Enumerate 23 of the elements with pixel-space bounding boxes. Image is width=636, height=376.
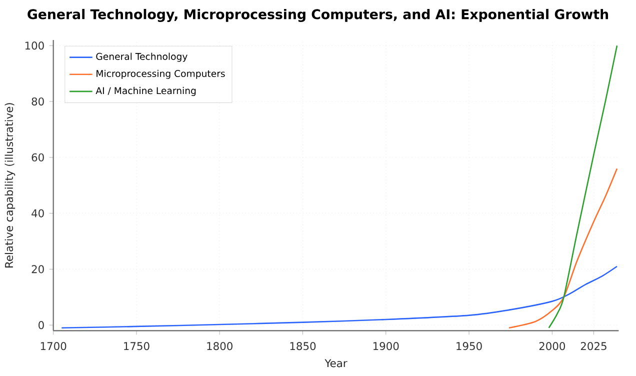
y-tick-label: 80 [32,97,44,106]
chart-title: General Technology, Microprocessing Computers, and AI: Exponential Growth [28,8,608,22]
x-tick-label: 2000 [539,342,566,350]
line-series [508,168,618,329]
y-tick-label: 100 [25,42,44,50]
x-axis-title: Year [324,359,348,368]
x-tick-label: 1950 [456,342,482,350]
x-tick-label: 1900 [373,342,399,350]
x-tick-label: 1700 [40,342,66,350]
x-tick-label: 1850 [290,342,316,350]
y-axis-title: Relative capability (illustrative) [4,103,16,268]
x-tick-label: 2025 [580,342,606,350]
y-tick-label: 60 [32,153,44,162]
line-series [548,44,618,329]
legend-label: Microprocessing Computers [96,70,225,79]
legend-label: General Technology [96,52,188,62]
y-tick-label: 20 [32,265,44,274]
x-tick-label: 1750 [124,342,150,350]
x-tick-label: 1800 [207,342,232,350]
y-tick-label: 0 [38,321,44,330]
y-tick-label: 40 [32,209,44,218]
line-series [60,266,618,329]
legend-label: AI / Machine Learning [96,86,196,96]
